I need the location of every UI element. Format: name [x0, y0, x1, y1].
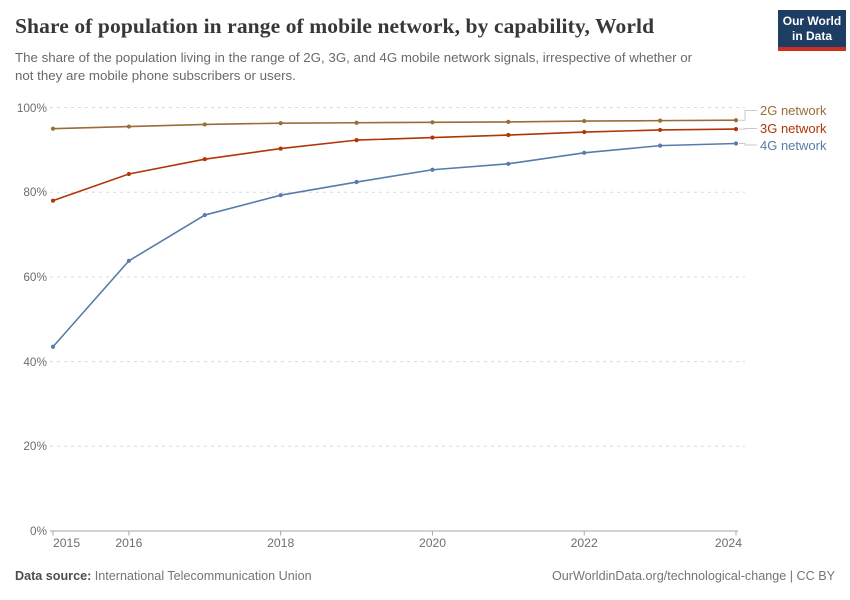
data-source-value: International Telecommunication Union [94, 569, 312, 583]
owid-logo-line1: Our World [782, 13, 842, 28]
y-axis-tick-40: 40% [23, 354, 47, 369]
y-axis-tick-60: 60% [23, 269, 47, 284]
page-title: Share of population in range of mobile n… [15, 14, 655, 38]
legend-item-2g[interactable]: 2G network [760, 103, 827, 118]
chart-subtitle: The share of the population living in th… [15, 50, 693, 84]
data-source-label: Data source: [15, 569, 92, 583]
x-axis-tick-2018: 2018 [267, 536, 295, 550]
legend-item-4g[interactable]: 4G network [760, 137, 827, 153]
legend-item-3g[interactable]: 3G network [760, 121, 827, 136]
y-axis-tick-100: 100% [16, 100, 47, 115]
owid-logo: Our World in Data [778, 10, 846, 51]
x-axis-tick-2016: 2016 [115, 536, 143, 550]
data-source: Data source: International Telecommunica… [15, 569, 312, 583]
chart-footer: Data source: International Telecommunica… [15, 569, 835, 583]
y-axis-tick-80: 80% [23, 185, 47, 200]
x-axis-tick-2015: 2015 [53, 536, 81, 550]
x-axis-tick-2024: 2024 [714, 536, 742, 550]
owid-credit-link[interactable]: OurWorldinData.org/technological-change … [551, 569, 835, 583]
owid-logo-line2: in Data [791, 28, 832, 43]
x-axis-tick-2022: 2022 [570, 536, 598, 550]
x-axis-tick-2020: 2020 [418, 536, 447, 550]
y-axis-tick-20: 20% [23, 439, 47, 454]
y-axis-tick-0: 0% [29, 524, 47, 538]
